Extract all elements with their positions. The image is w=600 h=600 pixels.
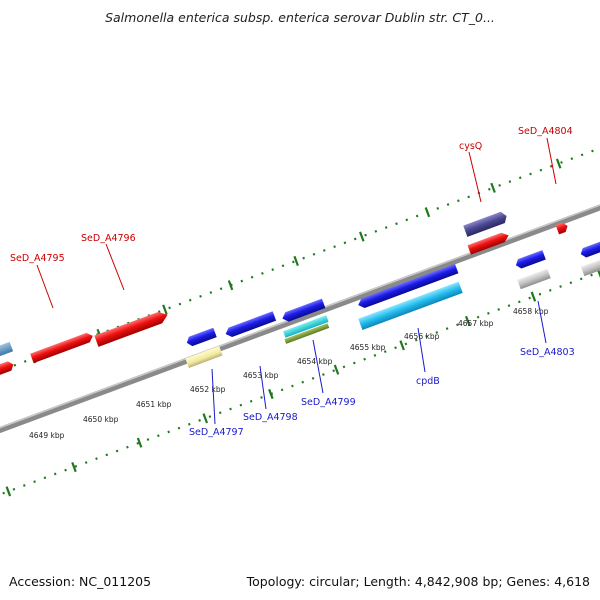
- gene-label-SeD_A4797: SeD_A4797: [189, 427, 244, 438]
- gene-label-SeD_A4804: SeD_A4804: [518, 126, 573, 137]
- scale-label: 4651 kbp: [136, 400, 172, 409]
- gene-SeD_A4799: [282, 298, 326, 322]
- scale-label: 4650 kbp: [83, 415, 119, 424]
- scale-label: 4655 kbp: [350, 343, 386, 352]
- forward-scale-ruler: [0, 89, 600, 440]
- gene-SeD_A4803-upper: [515, 250, 546, 269]
- gene-SeD_A4799-teal: [283, 315, 329, 338]
- gene-label-SeD_A4795: SeD_A4795: [10, 253, 65, 264]
- reverse-gene-labels: SeD_A4797 SeD_A4798 SeD_A4799 cpdB SeD_A…: [189, 300, 575, 438]
- gene-SeD_A4795: [30, 332, 93, 364]
- gene-right-edge-gray: [580, 259, 600, 277]
- gene-SeD_A4804: [555, 222, 568, 235]
- forward-gene-labels: SeD_A4795 SeD_A4796 cysQ SeD_A4804: [10, 126, 573, 309]
- scale-label: 4649 kbp: [29, 431, 65, 440]
- gene-SeD_A4797-lower: [185, 346, 223, 368]
- gene-right-edge-blue: [580, 241, 600, 258]
- scale-label: 4652 kbp: [190, 385, 226, 394]
- gene-SeD_A4797: [186, 327, 217, 347]
- gene-SeD_A4799-olive: [284, 323, 330, 344]
- gene-label-cpdB: cpdB: [416, 376, 440, 387]
- gene-cysQ: [467, 232, 509, 255]
- gene-SeD_A4803: [517, 268, 551, 290]
- gene-cpdB: [358, 281, 463, 331]
- genome-summary-text: Topology: circular; Length: 4,842,908 bp…: [246, 574, 590, 589]
- gene-label-SeD_A4798: SeD_A4798: [243, 412, 298, 423]
- scale-label: 4656 kbp: [404, 332, 440, 341]
- gene-label-SeD_A4803: SeD_A4803: [520, 347, 575, 358]
- scale-label: 4658 kbp: [513, 307, 549, 316]
- forward-major-ticks: [30, 158, 562, 364]
- scale-label: 4654 kbp: [297, 357, 333, 366]
- map-title: Salmonella enterica subsp. enterica sero…: [105, 10, 495, 25]
- reverse-strand-genes[interactable]: [0, 241, 600, 368]
- accession-text: Accession: NC_011205: [9, 574, 152, 589]
- forward-strand-genes[interactable]: [0, 210, 569, 376]
- gene-cpdB-upper: [358, 263, 459, 309]
- reverse-scale-ruler: [0, 198, 600, 549]
- gene-label-SeD_A4796: SeD_A4796: [81, 233, 136, 244]
- gene-SeD_A4796: [94, 311, 168, 347]
- gene-SeD_A4798: [225, 311, 277, 337]
- gene-label-cysQ: cysQ: [459, 141, 482, 152]
- gene-left-edge: [0, 361, 14, 376]
- gene-label-SeD_A4799: SeD_A4799: [301, 397, 356, 408]
- reverse-major-ticks: [5, 267, 600, 497]
- gene-cysQ-upper: [463, 211, 507, 237]
- gene-left-steel: [0, 341, 14, 359]
- scale-labels: 4649 kbp 4650 kbp 4651 kbp 4652 kbp 4653…: [29, 307, 549, 440]
- scale-label: 4657 kbp: [458, 319, 494, 328]
- scale-label: 4653 kbp: [243, 371, 279, 380]
